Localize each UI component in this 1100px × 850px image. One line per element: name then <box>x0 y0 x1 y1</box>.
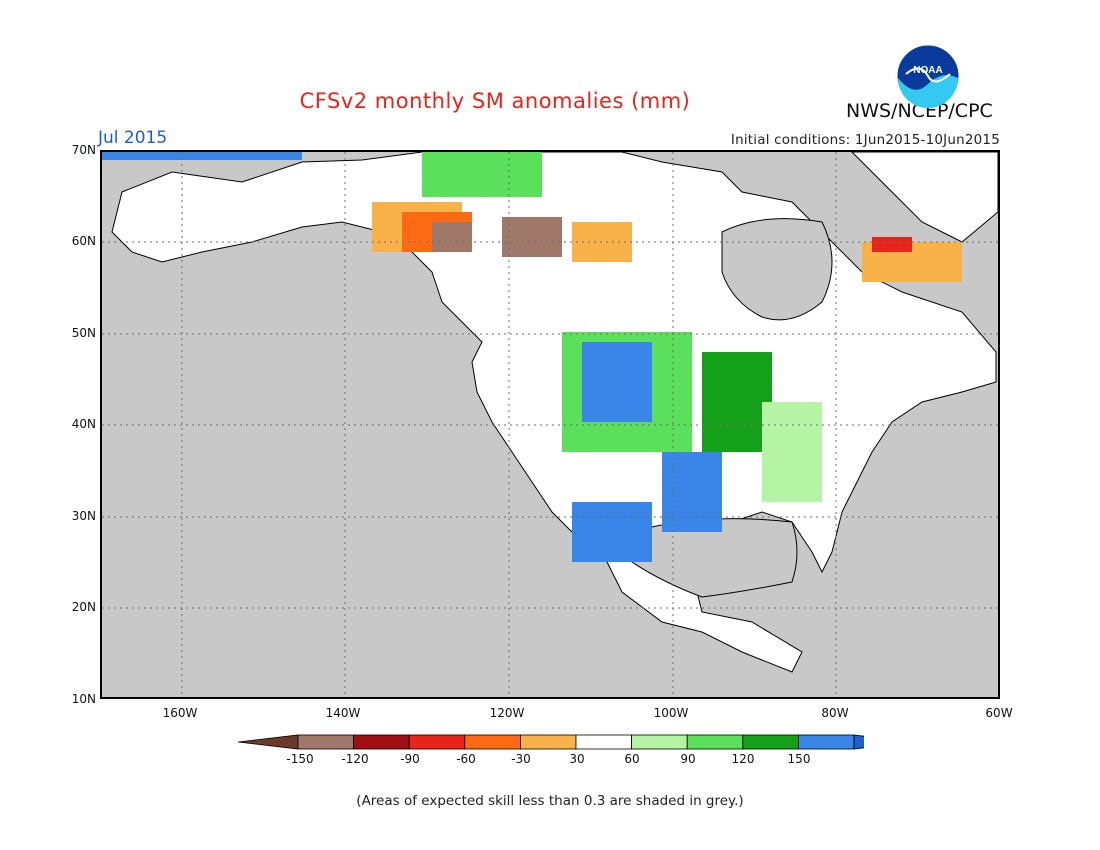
lon-label-100w: 100W <box>653 706 689 720</box>
colorbar-cell <box>519 734 577 750</box>
colorbar-cell <box>742 734 799 750</box>
colorbar-cell <box>238 734 299 750</box>
map-canvas <box>102 152 998 697</box>
colorbar-cell <box>798 734 855 750</box>
anomaly-shading <box>102 152 962 562</box>
colorbar-cell <box>353 734 410 750</box>
lat-label-70n: 70N <box>71 143 96 157</box>
lon-label-160w: 160W <box>162 706 198 720</box>
valid-month-label: Jul 2015 <box>98 128 168 148</box>
soil-moisture-map <box>100 150 1000 699</box>
colorbar-tick: -150 <box>286 752 314 766</box>
colorbar <box>238 734 864 750</box>
graticule <box>102 152 998 697</box>
agency-label: NWS/NCEP/CPC <box>846 100 993 122</box>
colorbar-cell <box>297 734 354 750</box>
svg-text:NOAA: NOAA <box>913 65 942 76</box>
map-title: CFSv2 monthly SM anomalies (mm) <box>299 89 691 113</box>
lat-label-30n: 30N <box>71 509 96 523</box>
lat-label-40n: 40N <box>71 417 96 431</box>
colorbar-cell <box>686 734 744 750</box>
lat-label-50n: 50N <box>71 326 96 340</box>
colorbar-tick: -90 <box>400 752 420 766</box>
lon-label-120w: 120W <box>489 706 525 720</box>
noaa-logo: NOAA <box>896 44 960 108</box>
colorbar-tick: 150 <box>787 752 811 766</box>
lat-label-10n: 10N <box>71 692 96 706</box>
colorbar-tick: 60 <box>624 752 640 766</box>
colorbar-cell <box>631 734 688 750</box>
colorbar-cell <box>853 734 864 750</box>
lat-label-60n: 60N <box>71 234 96 248</box>
lon-label-60w: 60W <box>985 706 1013 720</box>
colorbar-tick: -120 <box>341 752 369 766</box>
colorbar-cell <box>575 734 632 750</box>
skill-footnote: (Areas of expected skill less than 0.3 a… <box>356 793 744 809</box>
colorbar-tick: -30 <box>511 752 531 766</box>
colorbar-tick: 90 <box>680 752 696 766</box>
initial-conditions-label: Initial conditions: 1Jun2015-10Jun2015 <box>730 132 1000 148</box>
colorbar-tick: -60 <box>456 752 476 766</box>
colorbar-tick: 120 <box>731 752 755 766</box>
colorbar-cell <box>464 734 521 750</box>
hudson-bay <box>721 218 833 321</box>
lon-label-80w: 80W <box>821 706 849 720</box>
colorbar-cell <box>408 734 466 750</box>
lat-label-20n: 20N <box>71 600 96 614</box>
lon-label-140w: 140W <box>325 706 361 720</box>
colorbar-tick: 30 <box>569 752 585 766</box>
